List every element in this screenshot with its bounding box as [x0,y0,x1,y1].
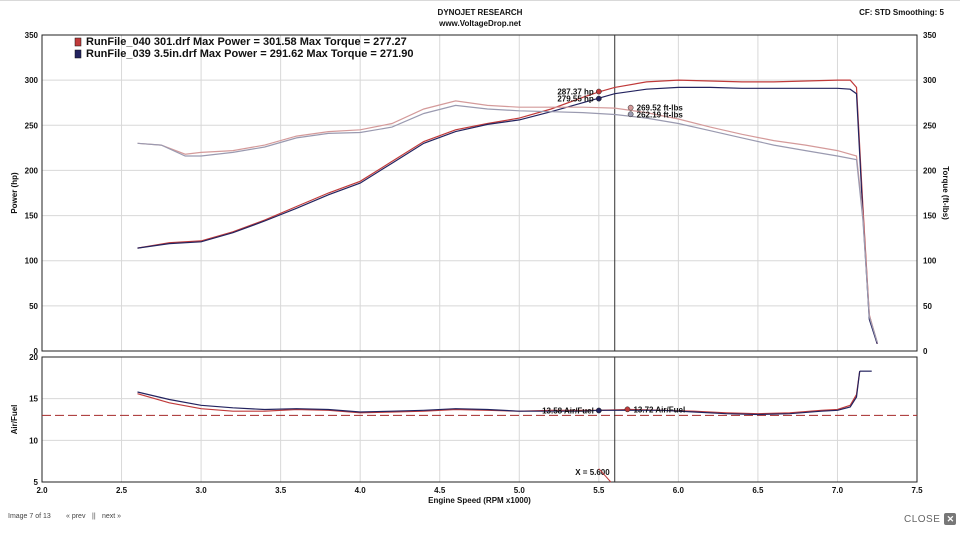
af-y-tick-label: 5 [34,478,39,487]
close-icon: ✕ [944,513,957,525]
annotation-marker [627,104,634,111]
air-fuel-plot-area [41,356,918,483]
annotation-marker [624,406,631,413]
annotation-label: 279.55 hp [557,95,594,104]
close-label: CLOSE [904,513,941,525]
lightbox-footer: Image 7 of 13 « prev || next » CLOSE ✕ [0,509,960,535]
y-tick-label-left: 250 [25,121,39,130]
y-tick-label-right: 350 [923,31,937,40]
legend-entry: RunFile_040 301.drf Max Power = 301.58 M… [86,36,407,48]
x-tick-label: 4.5 [434,486,446,495]
series-line-torque [137,104,878,343]
af-y-tick-label: 15 [29,395,38,404]
y-axis-label-air-fuel: Air/Fuel [10,405,19,435]
x-tick-label: 5.5 [593,486,605,495]
y-tick-label-left: 300 [25,76,39,85]
x-tick-label: 3.5 [275,486,287,495]
af-series-line [137,371,861,415]
y-tick-label-left: 150 [25,212,39,221]
y-tick-label-right: 300 [923,76,937,85]
close-button[interactable]: CLOSE ✕ [904,511,957,527]
af-series-line [137,371,861,416]
chart-title: DYNOJET RESEARCH [437,8,523,17]
annotation-marker [595,88,602,95]
annotation-marker [595,407,602,414]
annotation-label: 287.37 hp [557,88,594,97]
legend-swatch [74,49,82,59]
x-tick-label: 6.0 [673,486,685,495]
prev-link[interactable]: « prev [66,513,86,520]
air-fuel-frame [41,356,918,483]
annotation-label: 262.19 ft-lbs [637,110,684,119]
annotation-label: 13.58 Air/Fuel [542,407,594,416]
chart-subtitle: www.VoltageDrop.net [439,19,521,28]
legend-swatch [74,37,82,47]
y-tick-label-left: 0 [34,347,39,356]
annotation-label: X = 5.600 [575,468,610,477]
x-tick-label: 7.5 [911,486,923,495]
x-axis-label: Engine Speed (RPM x1000) [428,496,531,505]
annotation-marker [627,111,634,118]
y-tick-label-left: 200 [25,166,39,175]
y-tick-label-right: 250 [923,121,937,130]
af-y-tick-label: 20 [29,353,38,362]
y-tick-label-left: 100 [25,257,39,266]
y-tick-label-right: 0 [923,347,928,356]
cursor-tail-mark [598,468,612,483]
dyno-chart-svg: 0 0 50 50 100 100 150 150 200 200 250 250 300 300 350 3… [10,31,950,505]
nav-separator: || [92,513,96,520]
series-line-power [137,86,878,344]
annotation-label: 269.52 ft-lbs [637,104,684,113]
y-tick-label-left: 350 [25,31,39,40]
annotation-label: 13.72 Air/Fuel [633,405,685,414]
af-y-tick-label: 10 [29,436,38,445]
y-tick-label-right: 100 [923,257,937,266]
y-axis-label-power: Power (hp) [10,172,19,214]
x-tick-label: 3.0 [196,486,208,495]
x-tick-label: 6.5 [752,486,764,495]
legend-entry: RunFile_039 3.5in.drf Max Power = 291.62… [86,48,414,60]
y-axis-label-torque: Torque (ft-lbs) [941,166,950,220]
y-tick-label-left: 50 [29,302,38,311]
y-tick-label-right: 150 [923,212,937,221]
x-tick-label: 4.0 [355,486,367,495]
power-torque-frame [41,34,918,352]
annotation-marker [595,95,602,102]
power-torque-plot-area [41,34,918,352]
series-line-torque [137,100,878,343]
y-tick-label-right: 50 [923,302,932,311]
next-link[interactable]: next » [102,513,122,520]
y-tick-label-right: 200 [923,166,937,175]
x-tick-label: 2.0 [36,486,48,495]
x-tick-label: 5.0 [514,486,526,495]
x-tick-label: 2.5 [116,486,128,495]
x-tick-label: 7.0 [832,486,844,495]
series-line-power [137,79,878,344]
image-counter: Image 7 of 13 [8,513,51,520]
correction-smoothing-info: CF: STD Smoothing: 5 [859,8,944,17]
